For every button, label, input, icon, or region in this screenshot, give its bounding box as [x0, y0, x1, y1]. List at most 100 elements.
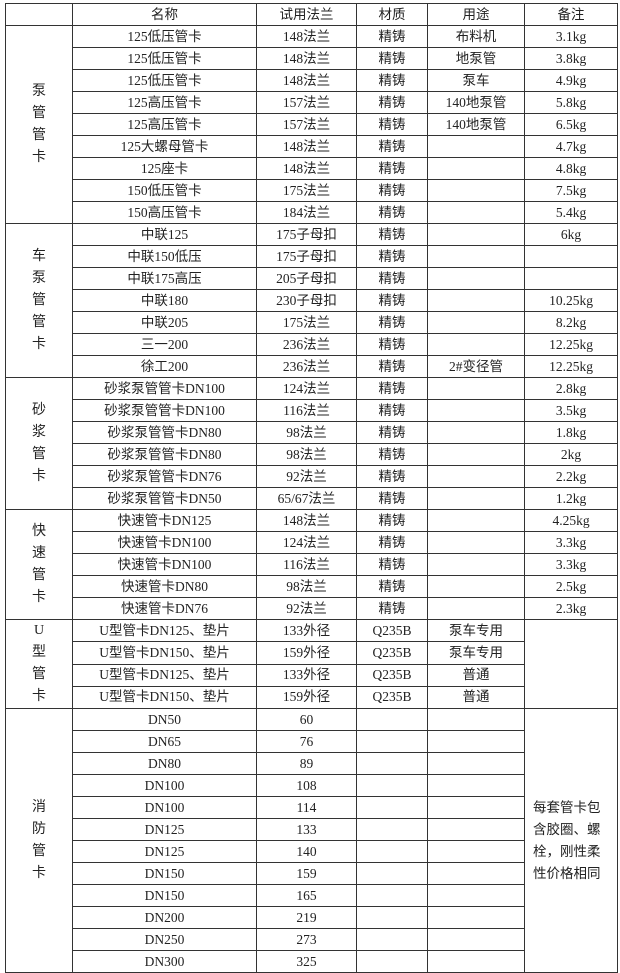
cell-name: DN150 [72, 862, 257, 885]
cell-material [356, 950, 428, 973]
table-row: 125大螺母管卡 148法兰 精铸 4.7kg [6, 135, 618, 158]
cell-material: 精铸 [356, 553, 428, 576]
cell-name: 150高压管卡 [72, 201, 257, 224]
cell-flange: 92法兰 [256, 597, 357, 620]
cell-name: 150低压管卡 [72, 179, 257, 202]
table-row: 125低压管卡 148法兰 精铸 泵车 4.9kg [6, 69, 618, 92]
cell-material: 精铸 [356, 399, 428, 422]
cell-flange: 116法兰 [256, 553, 357, 576]
cell-usage [427, 708, 525, 731]
cell-name: 125座卡 [72, 157, 257, 180]
cell-note: 3.5kg [524, 399, 618, 422]
cell-material: 精铸 [356, 487, 428, 510]
table-row: U型管卡DN150、垫片 159外径 Q235B 普通 [6, 685, 618, 710]
category-label: 砂浆管卡 [32, 402, 46, 484]
table-row: 快速管卡DN76 92法兰 精铸 2.3kg [6, 597, 618, 620]
cell-usage [427, 179, 525, 202]
cell-flange: 165 [256, 884, 357, 907]
cell-flange: 159外径 [256, 685, 357, 710]
cell-note: 2.8kg [524, 377, 618, 400]
cell-note: 5.8kg [524, 91, 618, 114]
cell-flange: 230子母扣 [256, 289, 357, 312]
cell-note: 4.7kg [524, 135, 618, 158]
cell-usage: 地泵管 [427, 47, 525, 70]
cell-note: 1.2kg [524, 487, 618, 510]
cell-note: 6kg [524, 223, 618, 246]
cell-flange: 219 [256, 906, 357, 929]
cell-flange: 140 [256, 840, 357, 863]
cell-usage [427, 311, 525, 334]
cell-name: U型管卡DN150、垫片 [72, 685, 257, 710]
table-row: DN150 159 [6, 862, 618, 885]
table-row: U型管卡DN125、垫片 133外径 Q235B 普通 [6, 663, 618, 687]
cell-note: 1.8kg [524, 421, 618, 444]
cell-flange: 124法兰 [256, 377, 357, 400]
cell-material: 精铸 [356, 377, 428, 400]
category-cell: 泵管管卡 [5, 25, 73, 224]
table-row: 快速管卡DN100 116法兰 精铸 3.3kg [6, 553, 618, 576]
cell-flange: 98法兰 [256, 421, 357, 444]
table-row: 消防管卡 DN50 60 每套管卡包含胶圈、螺栓，刚性柔性价格相同 [5, 708, 618, 973]
table-row: DN125 133 [6, 818, 618, 841]
header-cell [5, 3, 73, 26]
cell-note: 12.25kg [524, 355, 618, 378]
category-label: 快速管卡 [32, 523, 46, 605]
table-row: 中联205 175法兰 精铸 8.2kg [6, 311, 618, 334]
cell-usage [427, 377, 525, 400]
cell-note: 2.5kg [524, 575, 618, 598]
table-row: 砂浆泵管管卡DN100 116法兰 精铸 3.5kg [6, 399, 618, 422]
cell-name: DN250 [72, 928, 257, 951]
cell-flange: 133外径 [256, 618, 357, 643]
cell-note: 3.1kg [524, 25, 618, 48]
cell-usage [427, 840, 525, 863]
cell-material: 精铸 [356, 47, 428, 70]
table-row: 中联180 230子母扣 精铸 10.25kg [6, 289, 618, 312]
cell-usage: 布料机 [427, 25, 525, 48]
cell-name: 125大螺母管卡 [72, 135, 257, 158]
table-row: DN250 273 [6, 928, 618, 951]
header-cell: 备注 [524, 3, 618, 26]
cell-note: 12.25kg [524, 333, 618, 356]
cell-note: 3.8kg [524, 47, 618, 70]
cell-flange: 157法兰 [256, 113, 357, 136]
cell-material: 精铸 [356, 25, 428, 48]
cell-note: 8.2kg [524, 311, 618, 334]
cell-flange: 89 [256, 752, 357, 775]
cell-note: 2kg [524, 443, 618, 466]
table-row: 快速管卡 快速管卡DN125 148法兰 精铸 4.25kg [5, 509, 618, 620]
cell-flange: 159 [256, 862, 357, 885]
merged-note-cell [524, 619, 618, 709]
cell-usage [427, 487, 525, 510]
cell-name: DN80 [72, 752, 257, 775]
cell-usage [427, 245, 525, 268]
table-row: 150高压管卡 184法兰 精铸 5.4kg [6, 201, 618, 224]
cell-usage [427, 157, 525, 180]
table-row: 车泵管管卡 中联125 175子母扣 精铸 6kg [5, 223, 618, 378]
table-row: 150低压管卡 175法兰 精铸 7.5kg [6, 179, 618, 202]
cell-flange: 116法兰 [256, 399, 357, 422]
cell-flange: 92法兰 [256, 465, 357, 488]
cell-name: 砂浆泵管管卡DN80 [72, 443, 257, 466]
cell-name: 125低压管卡 [72, 69, 257, 92]
cell-material: 精铸 [356, 245, 428, 268]
cell-note: 3.3kg [524, 531, 618, 554]
table-row: 125高压管卡 157法兰 精铸 140地泵管 6.5kg [6, 113, 618, 136]
cell-material: 精铸 [356, 179, 428, 202]
cell-note: 4.9kg [524, 69, 618, 92]
cell-name: 中联125 [72, 223, 257, 246]
cell-note [524, 267, 618, 290]
cell-name: 中联150低压 [72, 245, 257, 268]
category-label: U型管卡 [32, 623, 46, 704]
cell-usage [427, 862, 525, 885]
category-label: 泵管管卡 [32, 83, 46, 165]
cell-name: DN300 [72, 950, 257, 973]
cell-note: 3.3kg [524, 553, 618, 576]
cell-name: DN50 [72, 708, 257, 731]
category-cell: 快速管卡 [5, 509, 73, 620]
cell-usage [427, 774, 525, 797]
cell-name: 中联180 [72, 289, 257, 312]
cell-material [356, 928, 428, 951]
cell-material: 精铸 [356, 267, 428, 290]
category-label: 车泵管管卡 [32, 248, 46, 352]
cell-name: 砂浆泵管管卡DN76 [72, 465, 257, 488]
